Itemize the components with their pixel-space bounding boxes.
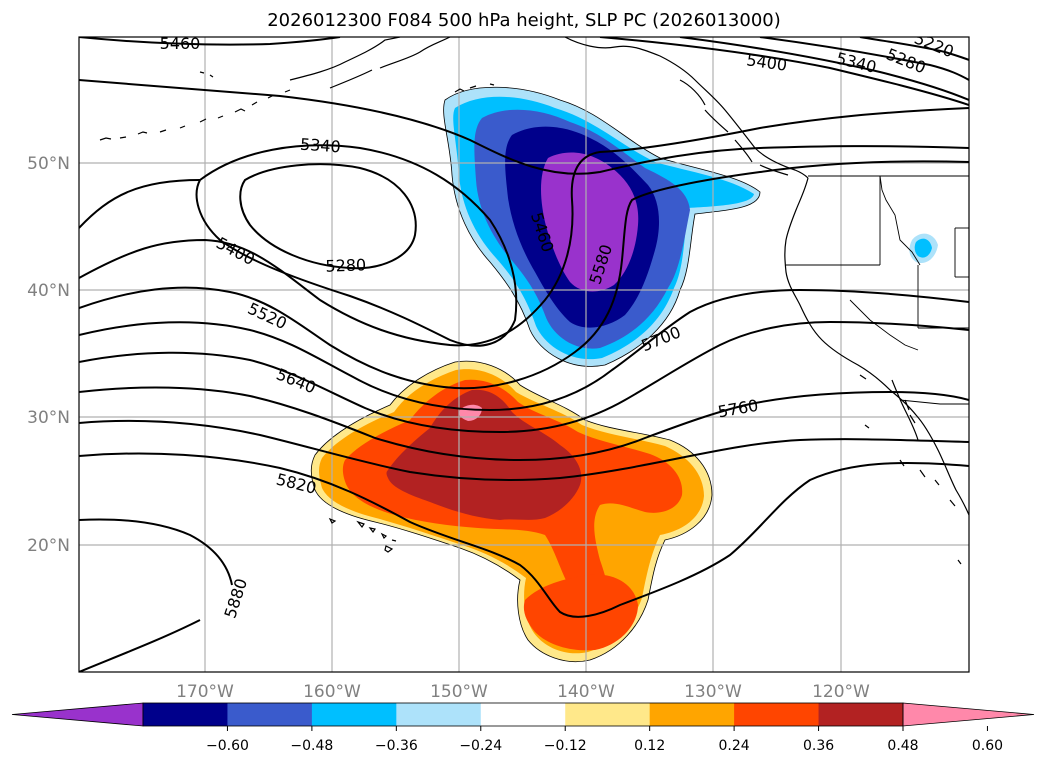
political-borders (786, 175, 969, 405)
colorbar-tick-labels: −0.60 −0.48 −0.36 −0.24 −0.12 0.12 0.24 0.36 0.4… (206, 726, 1003, 754)
longitude-label-160w: 160°W (303, 682, 361, 702)
colorbar-outline (142, 702, 904, 727)
contour-label-5340-low: 5340 (299, 135, 341, 157)
map-panel: 5460 5400 5340 5280 5220 5340 5280 5400 … (78, 34, 970, 673)
colorbar-tick-label: 0.12 (634, 738, 665, 754)
colorbar-segment (818, 703, 904, 726)
longitude-label-150w: 150°W (430, 682, 488, 702)
colorbar-segment (480, 703, 566, 726)
colorbar-tick-label: 0.48 (887, 738, 918, 754)
hawaiian-islands (328, 517, 397, 553)
colorbar-tick-label: 0.60 (972, 738, 1003, 754)
latitude-label-30n: 30°N (27, 408, 70, 428)
colorbar-segment (734, 703, 820, 726)
colorbar-segment (227, 703, 313, 726)
longitude-labels: 170°W 160°W 150°W 140°W 130°W 120°W (176, 682, 870, 702)
latitude-label-40n: 40°N (27, 281, 70, 301)
longitude-label-170w: 170°W (176, 682, 234, 702)
colorbar-tick-label: −0.24 (459, 738, 502, 754)
colorbar-tick-label: −0.36 (375, 738, 418, 754)
colorbar-segment (143, 703, 228, 726)
colorbar-tick-label: 0.36 (803, 738, 834, 754)
colorbar: −0.60 −0.48 −0.36 −0.24 −0.12 0.12 0.24 0.36 0.4… (11, 702, 1035, 754)
contour-label-5280-low: 5280 (325, 255, 366, 275)
anomaly-outline (310, 86, 761, 663)
colorbar-tick-label: −0.60 (206, 738, 249, 754)
colorbar-segment (396, 703, 482, 726)
colorbar-segment (649, 703, 735, 726)
colorbar-segment (565, 703, 651, 726)
colorbar-extend-max (902, 702, 1035, 727)
negative-anomaly-fill (443, 87, 938, 367)
colorbar-tick-label: −0.48 (290, 738, 333, 754)
colorbar-segments (11, 702, 1035, 727)
latitude-label-20n: 20°N (27, 536, 70, 556)
map-frame (78, 36, 970, 673)
map-title: 2026012300 F084 500 hPa height, SLP PC (… (267, 10, 781, 31)
colorbar-extend-min (11, 702, 144, 727)
positive-anomaly-fill (311, 361, 712, 662)
longitude-label-140w: 140°W (557, 682, 615, 702)
latitude-labels: 50°N 40°N 30°N 20°N (27, 154, 70, 556)
longitude-label-120w: 120°W (812, 682, 870, 702)
longitude-label-130w: 130°W (684, 682, 742, 702)
height-contours (79, 37, 969, 672)
contour-label-5460-top: 5460 (160, 34, 201, 53)
colorbar-tick-label: 0.24 (719, 738, 750, 754)
colorbar-tick-label: −0.12 (544, 738, 587, 754)
latitude-label-50n: 50°N (27, 154, 70, 174)
colorbar-segment (311, 703, 397, 726)
